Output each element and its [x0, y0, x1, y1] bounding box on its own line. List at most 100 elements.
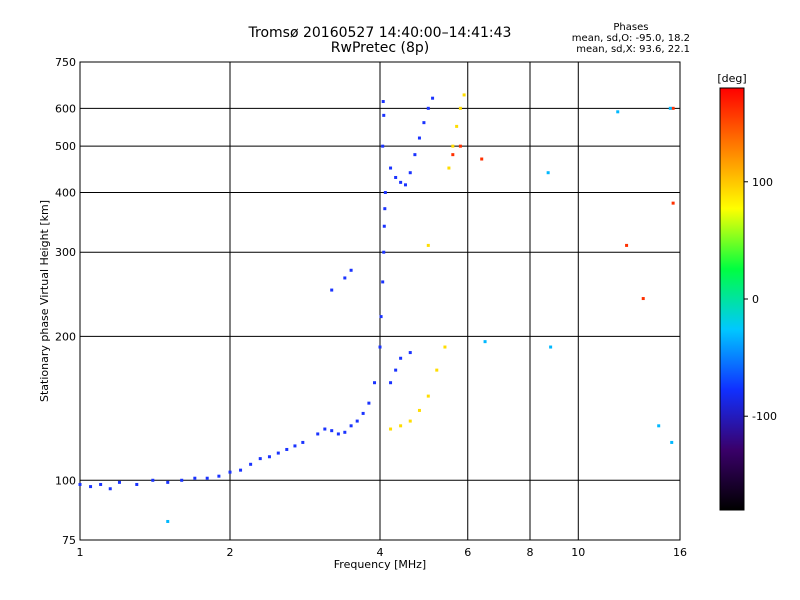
data-point	[426, 394, 430, 398]
data-point	[135, 482, 139, 486]
data-point	[462, 93, 466, 97]
data-point	[431, 96, 435, 100]
data-point	[408, 351, 412, 355]
data-point	[625, 243, 629, 247]
data-point	[413, 153, 417, 157]
data-point	[435, 368, 439, 372]
y-tick-label: 75	[62, 534, 76, 547]
x-tick-label: 6	[464, 546, 471, 559]
data-point	[382, 113, 386, 117]
data-point	[394, 368, 398, 372]
data-point	[381, 144, 385, 148]
data-point	[180, 478, 184, 482]
data-point	[399, 356, 403, 360]
data-point	[458, 106, 462, 110]
y-tick-label: 750	[55, 56, 76, 69]
data-point	[451, 144, 455, 148]
data-point	[355, 419, 359, 423]
data-point	[382, 250, 386, 254]
data-point	[671, 201, 675, 205]
data-point	[399, 424, 403, 428]
data-point	[217, 474, 221, 478]
x-axis-label: Frequency [MHz]	[334, 558, 426, 571]
y-tick-label: 200	[55, 330, 76, 343]
data-point	[343, 430, 347, 434]
data-point	[668, 106, 672, 110]
data-point	[383, 190, 387, 194]
data-point	[455, 124, 459, 128]
data-point	[239, 468, 243, 472]
data-point	[382, 224, 386, 228]
data-point	[394, 175, 398, 179]
x-tick-label: 10	[571, 546, 585, 559]
data-point	[422, 121, 426, 125]
y-tick-label: 300	[55, 246, 76, 259]
data-point	[151, 478, 155, 482]
phases-x-stats: mean, sd,X: 93.6, 22.1	[576, 44, 690, 55]
data-point	[670, 440, 674, 444]
y-tick-label: 600	[55, 102, 76, 115]
data-point	[228, 470, 232, 474]
data-point	[336, 432, 340, 436]
data-point	[323, 427, 327, 431]
data-point	[443, 345, 447, 349]
data-point	[546, 171, 550, 175]
data-point	[378, 345, 382, 349]
y-tick-label: 500	[55, 140, 76, 153]
colorbar-label: [deg]	[717, 72, 746, 85]
colorbar	[719, 87, 745, 511]
x-tick-label: 2	[227, 546, 234, 559]
data-point	[285, 447, 289, 451]
data-point	[267, 455, 271, 459]
data-point	[99, 482, 103, 486]
data-point	[480, 157, 484, 161]
data-point	[389, 166, 393, 170]
data-point	[447, 166, 451, 170]
x-tick-label: 8	[527, 546, 534, 559]
data-point	[293, 444, 297, 448]
colorbar-tick-label: 0	[752, 293, 759, 306]
y-tick-label: 400	[55, 186, 76, 199]
data-point	[616, 110, 620, 114]
data-point	[381, 280, 385, 284]
data-point	[383, 207, 387, 211]
data-point	[671, 106, 675, 110]
data-point	[349, 424, 353, 428]
chart-title: Tromsø 20160527 14:40:00–14:41:43	[248, 25, 512, 41]
data-point	[417, 136, 421, 140]
chart-subtitle: RwPretec (8p)	[330, 40, 430, 56]
data-point	[641, 297, 645, 301]
phases-summary: Phases mean, sd,O: -95.0, 18.2 mean, sd,…	[572, 22, 690, 55]
data-point	[349, 268, 353, 272]
data-point	[408, 419, 412, 423]
x-tick-label: 1	[77, 546, 84, 559]
data-point	[549, 345, 553, 349]
data-point	[483, 340, 487, 344]
data-point	[330, 288, 334, 292]
data-point	[316, 432, 320, 436]
data-point	[193, 476, 197, 480]
data-point	[458, 144, 462, 148]
y-axis-label: Stationary phase Virtual Height [km]	[38, 200, 51, 402]
colorbar-tick-label: -100	[752, 410, 777, 423]
data-point	[330, 429, 334, 433]
data-point	[426, 243, 430, 247]
data-point	[657, 424, 661, 428]
phases-title: Phases	[613, 22, 649, 33]
x-tick-label: 16	[673, 546, 687, 559]
data-point	[389, 381, 393, 385]
data-point	[108, 487, 112, 491]
data-point	[249, 462, 253, 466]
data-point	[301, 440, 305, 444]
phases-o-stats: mean, sd,O: -95.0, 18.2	[571, 33, 690, 44]
data-point	[399, 180, 403, 184]
data-point	[379, 315, 383, 319]
data-point	[403, 183, 407, 187]
data-point	[343, 276, 347, 280]
data-point	[426, 106, 430, 110]
data-point	[166, 519, 170, 523]
data-point	[373, 381, 377, 385]
data-point	[417, 408, 421, 412]
data-point	[451, 153, 455, 157]
